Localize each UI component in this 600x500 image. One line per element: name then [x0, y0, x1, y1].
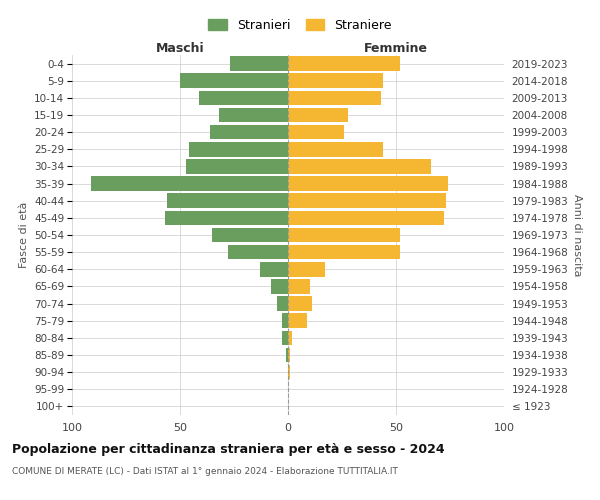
Bar — [288, 74, 383, 88]
Bar — [230, 56, 288, 71]
Text: Popolazione per cittadinanza straniera per età e sesso - 2024: Popolazione per cittadinanza straniera p… — [12, 442, 445, 456]
Bar — [199, 90, 288, 105]
Bar — [288, 314, 307, 328]
Bar — [167, 194, 288, 208]
Text: Femmine: Femmine — [364, 42, 428, 55]
Bar — [288, 228, 400, 242]
Bar — [277, 296, 288, 311]
Bar — [288, 262, 325, 276]
Bar — [260, 262, 288, 276]
Bar — [288, 245, 400, 260]
Bar — [286, 348, 288, 362]
Bar — [281, 314, 288, 328]
Bar — [219, 108, 288, 122]
Bar — [288, 108, 349, 122]
Legend: Stranieri, Straniere: Stranieri, Straniere — [203, 14, 397, 37]
Bar — [180, 74, 288, 88]
Bar — [91, 176, 288, 191]
Bar — [288, 210, 443, 225]
Bar — [188, 142, 288, 156]
Bar — [281, 330, 288, 345]
Bar — [288, 279, 310, 293]
Bar — [288, 176, 448, 191]
Bar — [212, 228, 288, 242]
Bar — [288, 330, 292, 345]
Y-axis label: Fasce di età: Fasce di età — [19, 202, 29, 268]
Bar — [288, 125, 344, 140]
Bar — [288, 56, 400, 71]
Bar — [271, 279, 288, 293]
Bar — [165, 210, 288, 225]
Bar — [288, 142, 383, 156]
Bar — [227, 245, 288, 260]
Bar — [288, 348, 290, 362]
Text: COMUNE DI MERATE (LC) - Dati ISTAT al 1° gennaio 2024 - Elaborazione TUTTITALIA.: COMUNE DI MERATE (LC) - Dati ISTAT al 1°… — [12, 468, 398, 476]
Text: Maschi: Maschi — [155, 42, 205, 55]
Bar — [288, 365, 290, 380]
Bar — [288, 296, 312, 311]
Y-axis label: Anni di nascita: Anni di nascita — [572, 194, 582, 276]
Bar — [210, 125, 288, 140]
Bar — [288, 159, 431, 174]
Bar — [187, 159, 288, 174]
Bar — [288, 194, 446, 208]
Bar — [288, 90, 381, 105]
